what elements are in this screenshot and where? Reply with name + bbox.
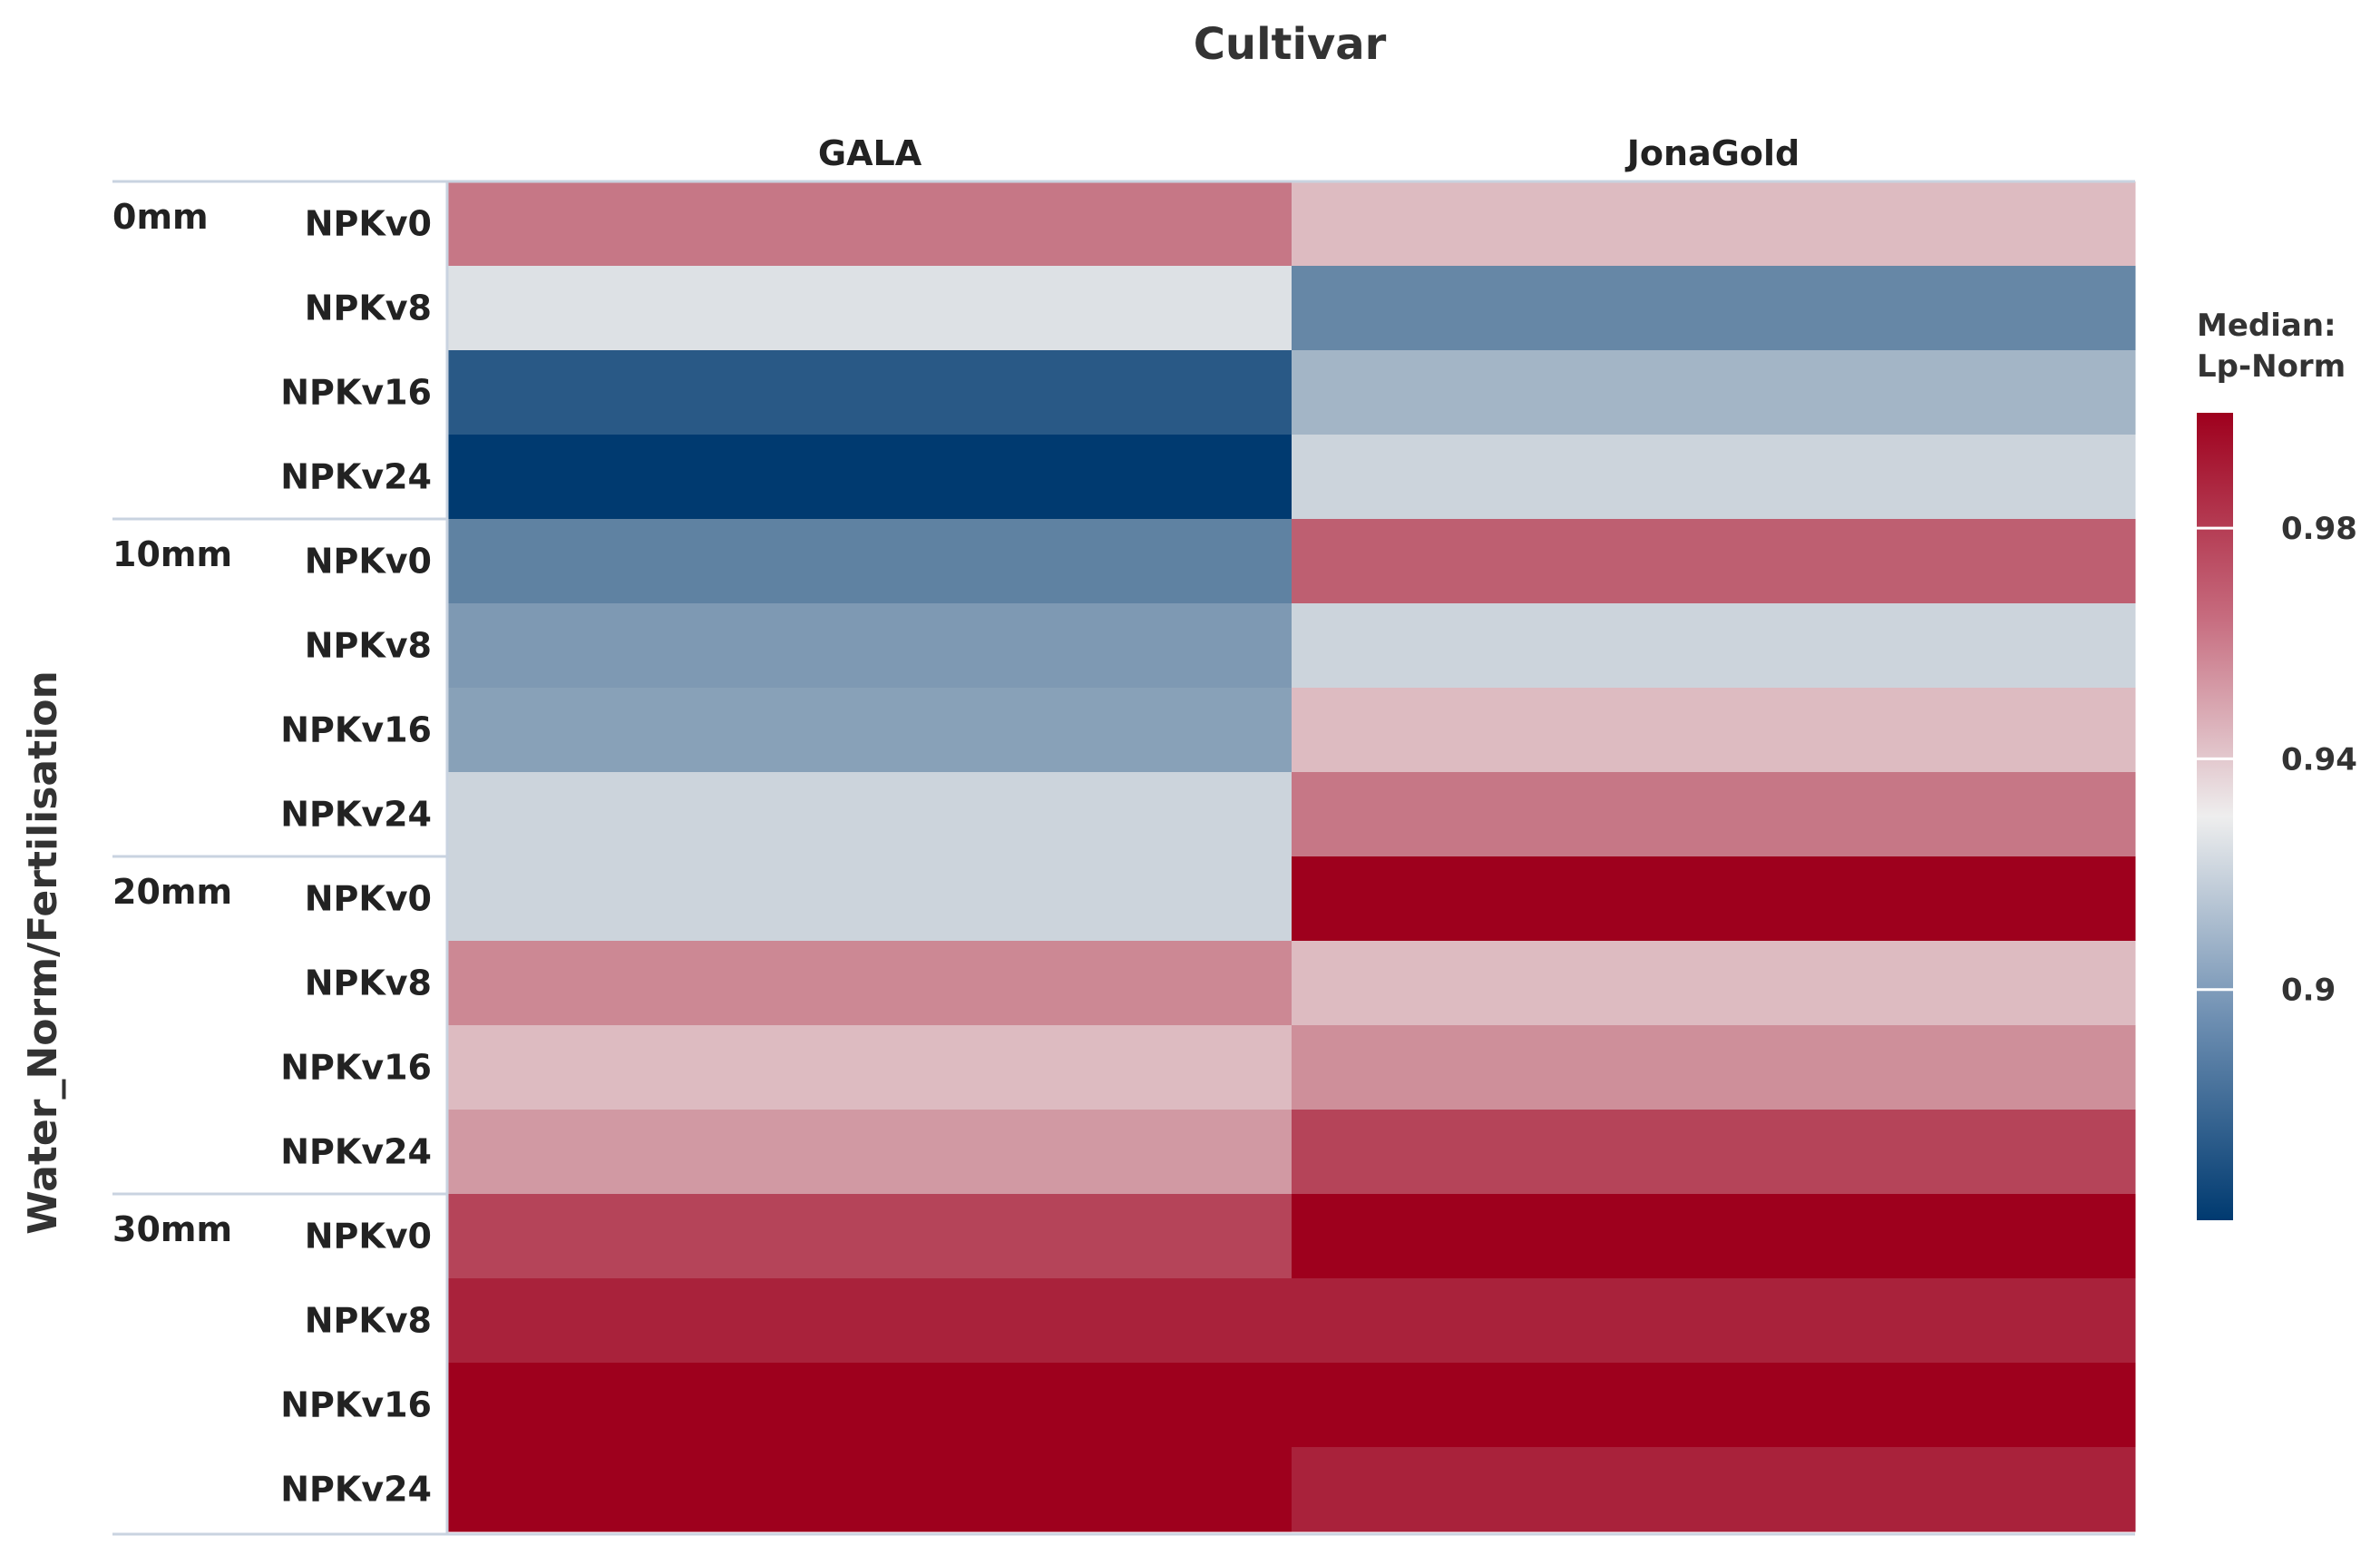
heatmap-cell	[448, 1194, 1292, 1279]
legend-color-bar	[2197, 413, 2233, 1220]
row-label: NPKv0	[305, 879, 432, 919]
heatmap-cell	[448, 941, 1292, 1026]
heatmap-cell	[1292, 603, 2136, 689]
row-label: NPKv8	[305, 1301, 432, 1341]
row-label: NPKv24	[280, 1470, 432, 1510]
heatmap-cell	[1292, 941, 2136, 1026]
heatmap-cell	[448, 688, 1292, 773]
row-label: NPKv8	[305, 289, 432, 328]
heatmap-cell	[448, 1025, 1292, 1110]
group-label: 0mm	[112, 197, 209, 237]
heatmap-cell	[448, 435, 1292, 520]
heatmap-cell	[448, 181, 1292, 267]
heatmap-cell	[448, 350, 1292, 435]
legend-tick-label: 0.98	[2281, 511, 2357, 547]
heatmap-cell	[448, 856, 1292, 942]
row-label: NPKv0	[305, 204, 432, 244]
heatmap-cell	[448, 1363, 1292, 1448]
heatmap-cell	[1292, 688, 2136, 773]
heatmap-cell	[1292, 1447, 2136, 1532]
chart-title: Cultivar	[1194, 19, 1387, 70]
heatmap-cell	[448, 772, 1292, 857]
group-labels: 0mm 10mm 20mm 30mm	[112, 197, 232, 1249]
group-label: 10mm	[112, 534, 232, 574]
legend-ticks: 0.98 0.94 0.9	[2197, 511, 2357, 1009]
legend-tick-label: 0.94	[2281, 741, 2357, 778]
row-label: NPKv24	[280, 1132, 432, 1172]
heatmap-cell	[1292, 1363, 2136, 1448]
row-label: NPKv24	[280, 457, 432, 497]
heatmap-cell	[1292, 519, 2136, 604]
column-labels: GALA JonaGold	[818, 133, 1800, 173]
row-label: NPKv16	[280, 1048, 432, 1088]
row-label: NPKv8	[305, 626, 432, 666]
heatmap-cell	[448, 603, 1292, 689]
row-label: NPKv24	[280, 795, 432, 835]
legend-tick-label: 0.9	[2281, 973, 2336, 1009]
row-label: NPKv16	[280, 710, 432, 750]
row-label: NPKv0	[305, 1217, 432, 1257]
column-label: JonaGold	[1624, 133, 1800, 173]
row-label: NPKv16	[280, 1385, 432, 1425]
row-label: NPKv0	[305, 542, 432, 582]
group-separators	[112, 180, 2135, 1536]
column-label: GALA	[818, 133, 922, 173]
color-legend: Median: Lp-Norm 0.98 0.94 0.9	[2197, 308, 2357, 1220]
heatmap-cells	[448, 181, 2136, 1532]
legend-title-line1: Median:	[2197, 308, 2336, 344]
heatmap-cell	[1292, 1110, 2136, 1195]
heatmap-cell	[1292, 266, 2136, 351]
legend-title-line2: Lp-Norm	[2197, 348, 2346, 385]
heatmap-cell	[448, 1447, 1292, 1532]
heatmap-cell	[1292, 1194, 2136, 1279]
heatmap-cell	[448, 266, 1292, 351]
heatmap-cell	[448, 519, 1292, 604]
heatmap-cell	[1292, 772, 2136, 857]
heatmap-cell	[1292, 181, 2136, 267]
heatmap-cell	[1292, 1278, 2136, 1364]
row-labels: NPKv0 NPKv8 NPKv16 NPKv24 NPKv0 NPKv8 NPKv16 NP…	[280, 204, 432, 1510]
heatmap-cell	[1292, 856, 2136, 942]
heatmap-cell	[448, 1110, 1292, 1195]
y-axis-title: Water_Norm/Fertilisation	[20, 670, 66, 1235]
group-label: 30mm	[112, 1209, 232, 1249]
heatmap-cell	[448, 1278, 1292, 1364]
heatmap-cell	[1292, 435, 2136, 520]
row-label: NPKv16	[280, 373, 432, 413]
row-label: NPKv8	[305, 963, 432, 1003]
heatmap-cell	[1292, 350, 2136, 435]
group-label: 20mm	[112, 872, 232, 912]
heatmap-cell	[1292, 1025, 2136, 1110]
